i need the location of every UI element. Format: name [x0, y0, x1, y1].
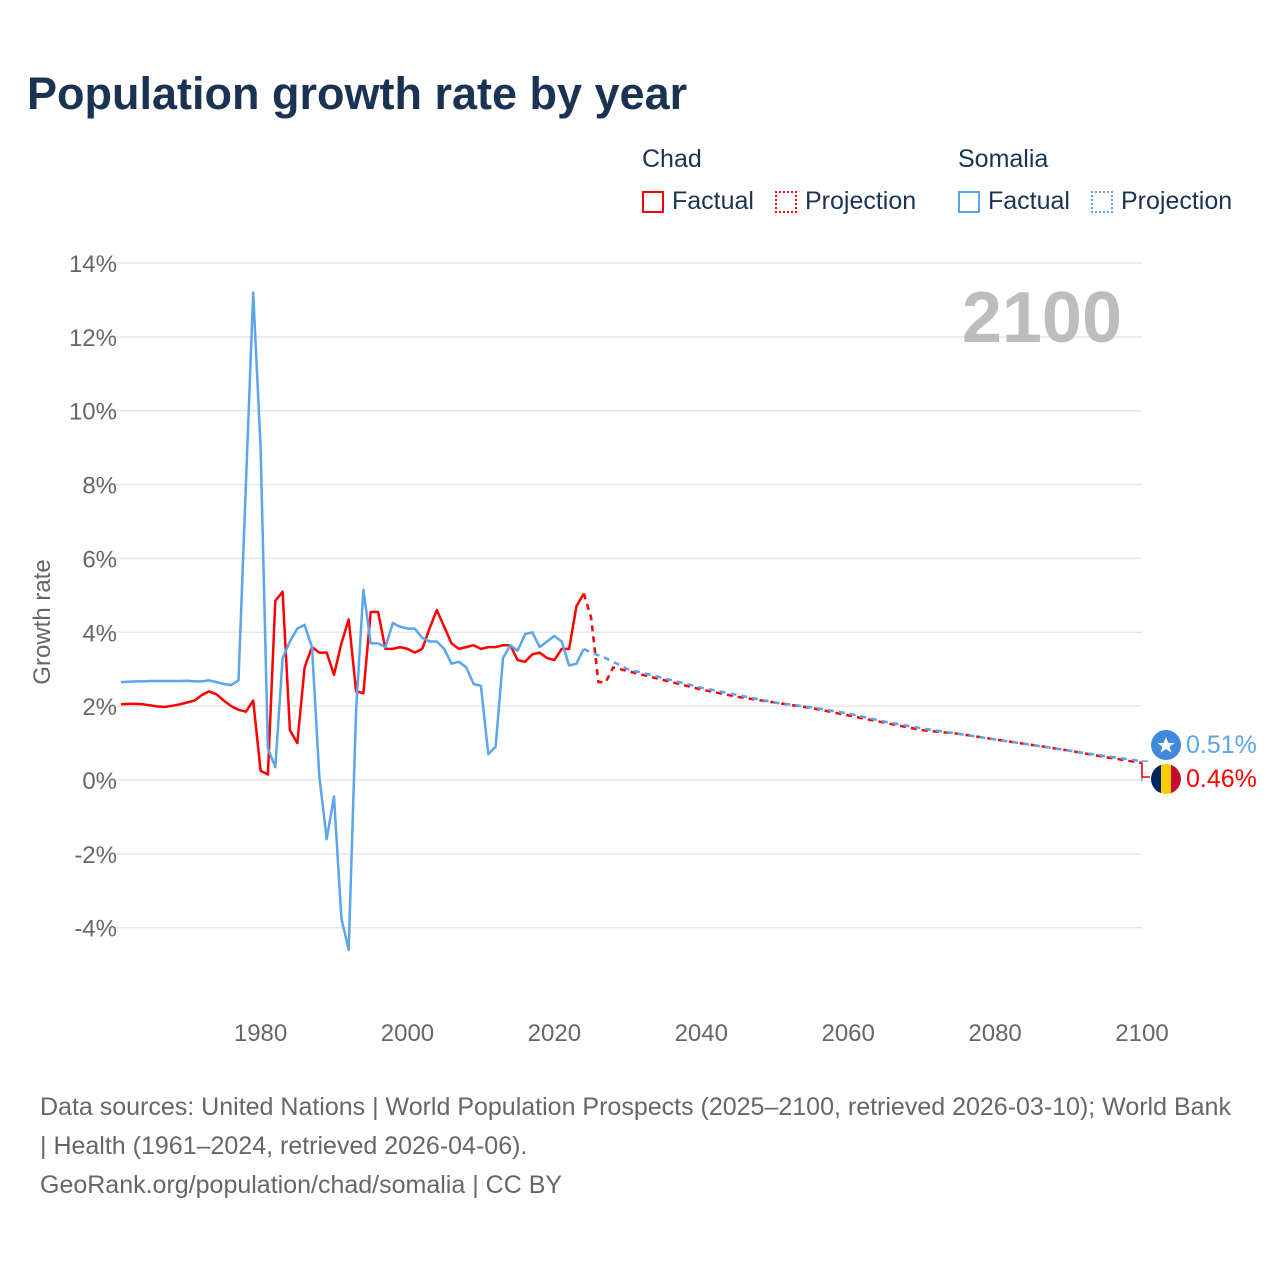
legend-somalia-factual[interactable]: Factual	[958, 187, 1070, 216]
somalia-flag-icon	[1151, 730, 1181, 760]
legend-label: Projection	[805, 187, 917, 215]
legend-swatch	[775, 190, 797, 213]
x-tick-label: 2080	[968, 1020, 1021, 1047]
year-watermark: 2100	[962, 278, 1122, 358]
legend-label: Factual	[988, 187, 1070, 215]
source-link[interactable]: GeoRank.org/population/chad/somalia | CC…	[40, 1171, 563, 1199]
legend-swatch	[1091, 190, 1113, 213]
y-tick-label: 4%	[82, 620, 117, 647]
y-tick-label: -2%	[74, 842, 117, 869]
x-tick-label: 2000	[381, 1020, 434, 1047]
end-value-label-chad: 0.46%	[1186, 765, 1257, 793]
footer: Data sources: United Nations | World Pop…	[40, 1088, 1240, 1205]
legend-swatch	[958, 190, 980, 213]
legend-label: Factual	[672, 187, 754, 215]
end-connector	[1141, 760, 1148, 782]
x-tick-label: 2100	[1115, 1020, 1168, 1047]
end-connector	[1141, 763, 1150, 778]
legend-chad-factual[interactable]: Factual	[642, 187, 754, 216]
y-axis-label: Growth rate	[29, 559, 56, 684]
legend-swatch	[642, 190, 664, 213]
legend-label: Projection	[1121, 187, 1233, 215]
data-sources: Data sources: United Nations | World Pop…	[40, 1093, 1231, 1160]
x-tick-label: 1980	[234, 1020, 287, 1047]
legend-somalia-title: Somalia	[958, 145, 1049, 173]
y-tick-label: 8%	[82, 473, 117, 500]
y-tick-label: 2%	[82, 694, 117, 721]
series-chad-factual	[120, 590, 585, 776]
y-tick-label: 6%	[82, 546, 117, 573]
end-value-label-somalia: 0.51%	[1186, 731, 1257, 759]
x-tick-label: 2040	[675, 1020, 728, 1047]
legend-chad-title: Chad	[642, 145, 702, 173]
y-tick-label: 10%	[69, 399, 117, 426]
chad-flag-icon	[1151, 764, 1181, 794]
line-chart: -4% -2% 0% 2% 4% 6% 8% 10% 12% 14% 1980 2000 2020 204…	[29, 251, 1257, 1047]
chart-title: Population growth rate by year	[27, 68, 688, 119]
x-tick-label: 2020	[528, 1020, 581, 1047]
y-tick-label: 14%	[69, 251, 117, 278]
series-somalia-factual	[120, 291, 585, 952]
series-somalia-projection	[583, 647, 1143, 763]
y-tick-label: 12%	[69, 325, 117, 352]
legend-somalia-projection[interactable]: Projection	[1091, 187, 1232, 216]
y-tick-label: 0%	[82, 768, 117, 795]
y-tick-label: -4%	[74, 916, 117, 943]
legend-chad-projection[interactable]: Projection	[775, 187, 916, 216]
x-tick-label: 2060	[821, 1020, 874, 1047]
